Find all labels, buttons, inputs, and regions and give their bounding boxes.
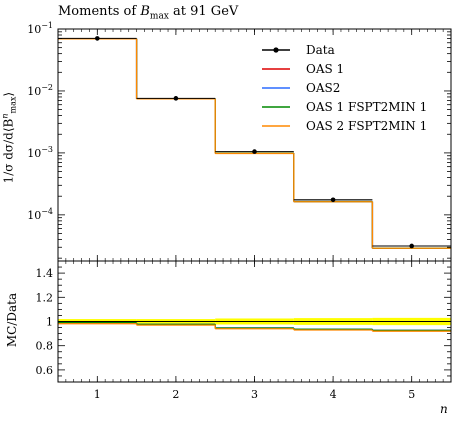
data-point [252, 149, 257, 154]
y-tick-label: 10−2 [27, 83, 53, 98]
legend-entry: OAS 1 FSPT2MIN 1 [262, 100, 427, 114]
y-tick-label: 10−1 [27, 21, 53, 36]
x-tick-label: 2 [172, 388, 179, 401]
legend-entry: OAS 1 [262, 62, 344, 76]
x-tick-label: 4 [330, 388, 337, 401]
main-plot-frame [57, 28, 452, 262]
data-point [409, 243, 415, 249]
ratio-y-tick-label: 0.6 [36, 364, 54, 377]
legend-entry-data: Data [262, 43, 335, 57]
legend-entry: OAS 2 FSPT2MIN 1 [262, 119, 427, 133]
x-tick-label: 3 [251, 388, 258, 401]
ratio-y-tick-label: 1 [46, 316, 53, 329]
x-axis-label: n [440, 402, 448, 416]
chart-title: Moments of Bmax at 91 GeV [58, 4, 239, 22]
series-oas2 [58, 38, 451, 249]
main-plot-panel: 10−1 10−2 10−3 10−4 Data OAS 1 OAS2 OAS 1 FSPT2… [27, 21, 452, 262]
legend-label-data: Data [306, 43, 335, 57]
ratio-y-tick-label: 0.8 [36, 340, 54, 353]
ratio-y-tick-label: 1.2 [36, 291, 54, 304]
y-tick-label: 10−4 [27, 207, 53, 222]
series-oas-1 [58, 38, 451, 249]
y-tick-label: 10−3 [27, 145, 53, 160]
ratio-plot-panel: 0.6 0.8 1 1.2 1.4 1 2 3 4 5 [36, 260, 452, 401]
legend: Data OAS 1 OAS2 OAS 1 FSPT2MIN 1 OAS 2 FSPT2… [262, 43, 427, 133]
x-tick-label: 5 [408, 388, 415, 401]
legend-label: OAS 1 FSPT2MIN 1 [306, 100, 427, 114]
series-data [58, 36, 451, 249]
series-oas-1-fspt2min-1 [58, 38, 451, 249]
ratio-series-oas-2-fspt2min-1 [58, 323, 451, 332]
ratio-y-tick-label: 1.4 [36, 267, 54, 280]
data-point [173, 96, 179, 101]
ratio-series-oas-1-fspt2min-1 [58, 322, 451, 332]
legend-entry: OAS2 [262, 81, 340, 95]
data-point [95, 36, 100, 41]
legend-label: OAS 1 [306, 62, 344, 76]
legend-label: OAS 2 FSPT2MIN 1 [306, 119, 427, 133]
legend-data-marker [273, 47, 279, 53]
legend-label: OAS2 [306, 81, 340, 95]
x-tick-label: 1 [94, 388, 101, 401]
series-oas-2-fspt2min-1 [58, 38, 451, 249]
data-point [330, 197, 336, 203]
